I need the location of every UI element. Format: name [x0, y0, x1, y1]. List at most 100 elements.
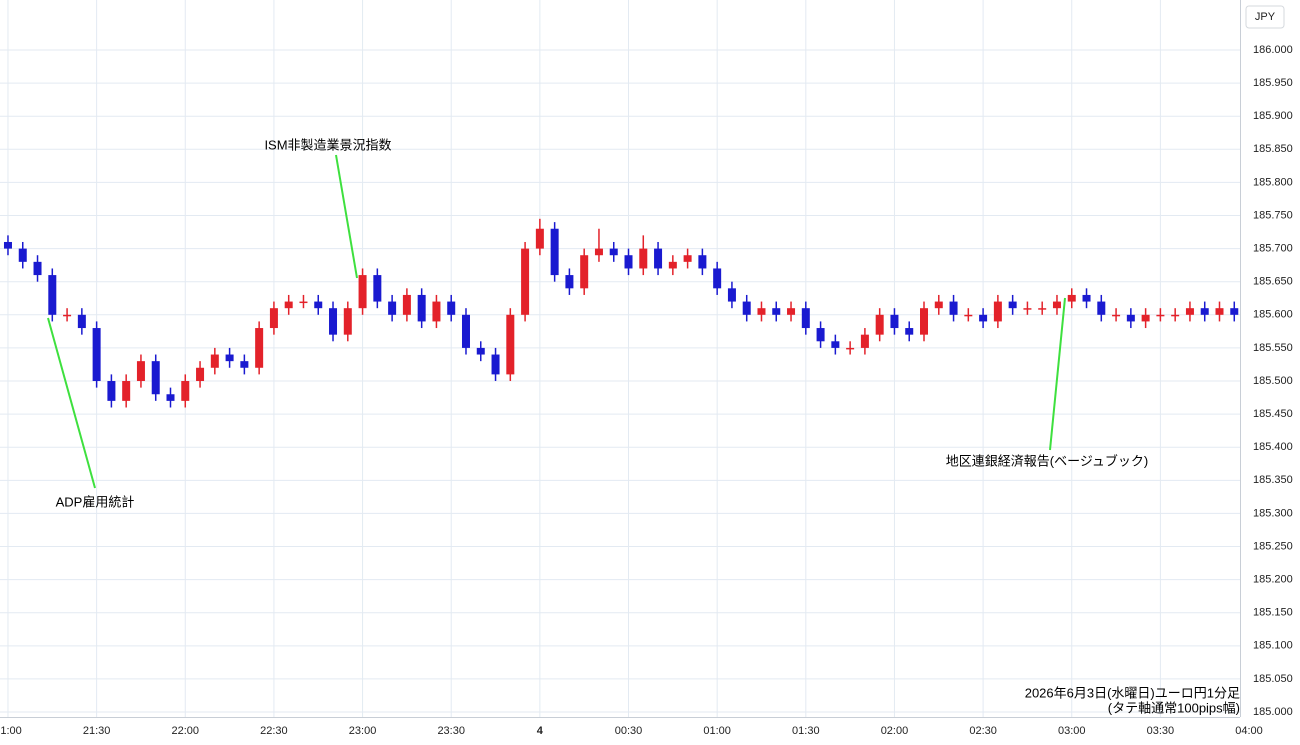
candle-body	[417, 294, 426, 322]
candle-body	[461, 314, 470, 348]
candle-body	[77, 314, 86, 329]
y-tick-label: 185.100	[1253, 640, 1293, 652]
candle-body	[210, 354, 219, 368]
x-tick-label: 01:30	[792, 725, 820, 737]
candle-body	[1141, 314, 1150, 322]
y-tick-label: 185.450	[1253, 408, 1293, 420]
candle-body	[905, 328, 914, 335]
axis-label-box	[1245, 5, 1285, 29]
candle-body	[742, 301, 751, 315]
y-tick-label: 185.550	[1253, 342, 1293, 354]
x-tick-label: 03:30	[1147, 725, 1175, 737]
candle-body	[284, 301, 293, 309]
candle-body	[166, 394, 175, 401]
candle-body	[225, 354, 234, 362]
candle-body	[727, 288, 736, 302]
candle-body	[860, 334, 869, 348]
candle-body	[476, 347, 485, 355]
annotation-line	[1049, 297, 1066, 451]
candle-body	[964, 314, 973, 317]
candle-body	[1185, 308, 1194, 315]
candle-body	[358, 275, 367, 309]
candle-body	[890, 314, 899, 329]
x-tick-label: 23:00	[349, 725, 377, 737]
candle-body	[698, 255, 707, 269]
candle-body	[565, 275, 574, 289]
candle-body	[388, 301, 397, 315]
candle-body	[979, 314, 988, 322]
candle-body	[993, 301, 1002, 322]
candle-body	[846, 347, 855, 350]
candle-body	[920, 308, 929, 335]
x-tick-label: 21:00	[0, 725, 22, 737]
axes: 185.000 185.050 185.100 185.150 185.200 185.2…	[0, 44, 1293, 737]
y-tick-label: 185.950	[1253, 77, 1293, 89]
candle-body	[1023, 308, 1032, 310]
candle-body	[550, 228, 559, 276]
x-tick-label: 04:00	[1235, 725, 1263, 737]
candle-body	[240, 361, 249, 368]
candle-body	[373, 275, 382, 302]
candle-body	[1215, 308, 1224, 315]
y-tick-label: 185.600	[1253, 309, 1293, 321]
candle-body	[787, 308, 796, 315]
candle-body	[122, 381, 131, 401]
candle-body	[875, 314, 884, 335]
candle-body	[1082, 294, 1091, 302]
candle-body	[136, 361, 145, 382]
candle-body	[196, 367, 205, 382]
annotation-text: 地区連銀経済報告(ベージュブック)	[946, 453, 1149, 468]
x-tick-label: 02:00	[881, 725, 909, 737]
candle-body	[33, 261, 42, 276]
candle-body	[402, 294, 411, 315]
candle-body	[609, 248, 618, 256]
y-tick-label: 185.850	[1253, 143, 1293, 155]
plot-area	[3, 218, 1239, 408]
candle-body	[1126, 314, 1135, 322]
candle-body	[299, 301, 308, 304]
x-tick-label: 23:30	[437, 725, 465, 737]
candle-body	[63, 314, 72, 317]
y-tick-label: 185.400	[1253, 441, 1293, 453]
candle-body	[1200, 308, 1209, 315]
candle-body	[1112, 314, 1121, 317]
annotations: ADP雇用統計 ISM非製造業景況指数 地区連銀経済報告(ベージュブック)	[47, 137, 1149, 509]
annotation-text: ADP雇用統計	[56, 494, 135, 509]
y-axis-panel	[1240, 0, 1300, 745]
y-axis-label: JPY	[1255, 11, 1276, 23]
y-tick-label: 185.900	[1253, 110, 1293, 122]
y-tick-label: 185.700	[1253, 243, 1293, 255]
candle-body	[594, 248, 603, 256]
candle-body	[269, 308, 278, 329]
y-tick-label: 185.750	[1253, 209, 1293, 221]
x-tick-label: 22:00	[172, 725, 200, 737]
candle-body	[713, 268, 722, 289]
candle-body	[151, 361, 160, 395]
y-tick-label: 185.350	[1253, 474, 1293, 486]
candle-body	[1171, 314, 1180, 317]
x-tick-label: 22:30	[260, 725, 288, 737]
candle-body	[1038, 308, 1047, 310]
y-tick-label: 186.000	[1253, 44, 1293, 56]
candle-body	[1008, 301, 1017, 309]
x-tick-label: 4	[537, 725, 544, 737]
candle-body	[934, 301, 943, 309]
candle-body	[535, 228, 544, 249]
candle-body	[801, 308, 810, 329]
candle-body	[491, 354, 500, 375]
x-tick-label: 01:00	[703, 725, 731, 737]
x-tick-label: 21:30	[83, 725, 111, 737]
candle-body	[1067, 294, 1076, 302]
annotation-line	[47, 317, 96, 489]
candle-body	[181, 381, 190, 401]
candle-body	[639, 248, 648, 269]
y-tick-label: 185.000	[1253, 706, 1293, 718]
candle-body	[757, 308, 766, 315]
candle-body	[816, 328, 825, 342]
candle-body	[1230, 308, 1239, 315]
candle-body	[949, 301, 958, 315]
annotation-line	[335, 154, 358, 279]
candle-body	[654, 248, 663, 269]
y-tick-label: 185.500	[1253, 375, 1293, 387]
